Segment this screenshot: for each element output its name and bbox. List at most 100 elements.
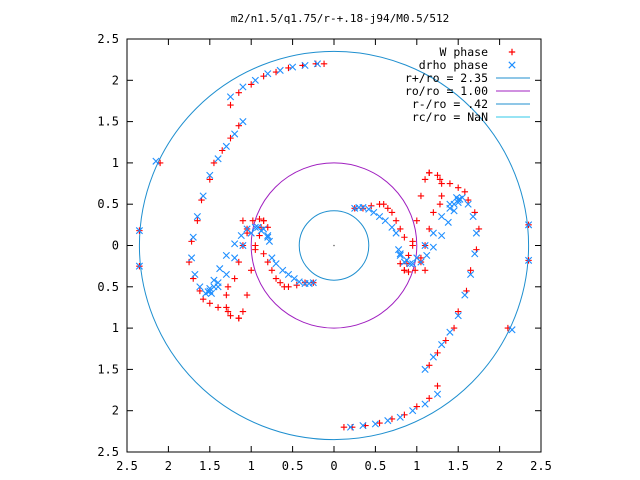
point-1-100 [276, 66, 284, 74]
point-1-72 [409, 260, 417, 268]
point-0-14 [224, 308, 232, 315]
point-0-85 [438, 180, 445, 187]
point-1-109 [371, 420, 379, 428]
legend-label-series-1: drho phase [419, 58, 488, 72]
point-0-114 [426, 395, 433, 402]
chart-title: m2/n1.5/q1.75/r-+.18-j94/M0.5/512 [231, 12, 450, 25]
point-1-106 [409, 407, 417, 415]
point-1-15 [231, 254, 239, 262]
point-1-102 [301, 61, 309, 70]
point-1-21 [265, 237, 274, 245]
point-0-95 [384, 205, 392, 212]
point-1-1 [231, 130, 239, 138]
point-1-29 [216, 265, 224, 273]
point-1-54 [467, 270, 475, 278]
point-0-65 [446, 180, 454, 187]
point-1-62 [438, 213, 446, 221]
point-0-45 [285, 283, 292, 290]
point-0-20 [256, 232, 263, 239]
legend-label-series-0: W phase [440, 45, 489, 59]
legend-marker-series-0 [508, 48, 516, 56]
point-0-93 [392, 217, 400, 224]
point-1-57 [469, 213, 477, 221]
point-1-103 [313, 60, 322, 68]
point-1-92 [351, 204, 359, 212]
point-0-52 [426, 362, 433, 369]
y-tick-label-7: 1 [112, 321, 119, 335]
point-0-112 [320, 60, 328, 67]
point-1-69 [394, 246, 403, 254]
point-0-40 [264, 258, 271, 266]
point-0-81 [426, 225, 433, 233]
point-0-82 [430, 209, 437, 216]
point-0-3 [210, 159, 218, 167]
point-0-16 [239, 308, 247, 315]
point-1-46 [135, 227, 144, 235]
point-1-14 [222, 270, 230, 278]
point-1-25 [243, 225, 251, 233]
y-tick-label-0: 2.5 [97, 32, 119, 46]
point-0-98 [368, 202, 375, 210]
point-1-58 [464, 200, 472, 208]
point-0-64 [455, 184, 462, 191]
point-0-72 [405, 252, 412, 259]
point-1-97 [239, 83, 247, 91]
point-1-85 [388, 223, 396, 231]
point-1-20 [264, 231, 272, 240]
x-tick-label-0: 2.5 [116, 459, 138, 473]
data-series [135, 60, 533, 431]
point-0-63 [461, 188, 469, 196]
point-1-55 [471, 250, 479, 258]
point-1-41 [295, 278, 303, 286]
point-0-70 [413, 217, 420, 224]
point-0-26 [249, 217, 257, 224]
point-0-39 [260, 250, 267, 257]
point-1-75 [429, 243, 437, 251]
point-1-101 [289, 63, 297, 71]
x-tick-label-5: 0 [330, 459, 337, 473]
point-1-26 [237, 231, 245, 240]
point-1-50 [438, 341, 446, 349]
point-0-18 [248, 267, 255, 274]
point-0-17 [243, 291, 251, 299]
point-1-27 [231, 240, 239, 248]
point-0-55 [450, 324, 458, 332]
point-1-36 [268, 254, 276, 262]
point-0-1 [227, 134, 234, 142]
point-1-4 [206, 171, 214, 179]
circle-2 [298, 210, 370, 281]
point-1-99 [264, 70, 272, 78]
x-tick-label-9: 2 [496, 459, 503, 473]
point-0-29 [235, 258, 242, 266]
point-1-95 [524, 221, 533, 229]
y-tick-label-2: 1.5 [97, 115, 119, 129]
point-0-76 [401, 267, 408, 274]
point-0-86 [434, 172, 441, 179]
point-0-47 [301, 279, 309, 286]
point-0-42 [272, 275, 280, 282]
axis-ticks: 2.5 2 1.5 1 0.5 0 0.5 1 1.5 2 2.52.521.510.500.511… [97, 32, 552, 473]
point-0-109 [285, 64, 292, 72]
y-tick-label-10: 2.5 [97, 445, 119, 459]
legend-label-circle-3: rc/ro = NaN [412, 110, 488, 124]
y-tick-label-6: 0.5 [97, 280, 119, 294]
point-1-89 [365, 205, 373, 213]
point-0-68 [421, 176, 429, 183]
point-0-90 [409, 242, 416, 249]
point-0-83 [436, 201, 444, 208]
y-tick-label-1: 2 [112, 73, 119, 87]
x-tick-label-2: 1.5 [199, 459, 221, 473]
point-1-83 [446, 204, 454, 212]
point-1-110 [359, 421, 367, 430]
point-0-2 [219, 147, 226, 154]
point-1-108 [384, 417, 392, 425]
point-0-53 [434, 349, 441, 357]
point-0-58 [467, 267, 474, 274]
point-1-51 [446, 328, 454, 336]
point-1-64 [421, 241, 429, 250]
point-1-44 [309, 279, 317, 287]
point-0-84 [438, 192, 445, 200]
point-1-6 [193, 213, 201, 221]
point-1-38 [279, 266, 287, 274]
